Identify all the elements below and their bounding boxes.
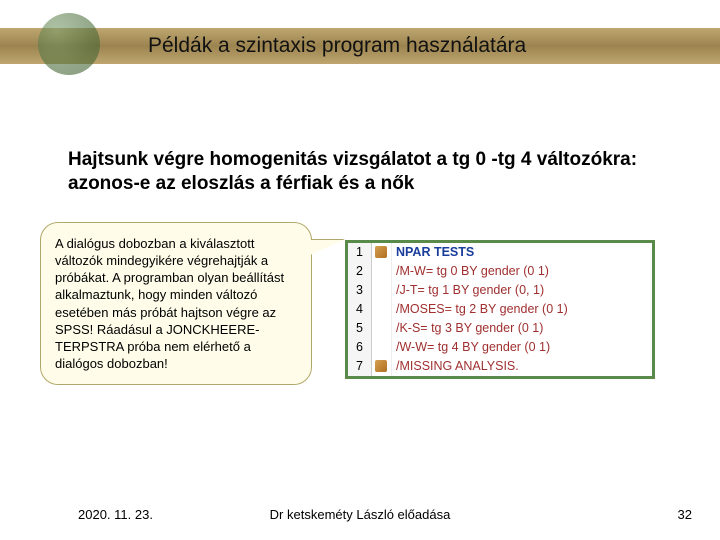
callout-tail xyxy=(308,240,344,258)
footer-page-number: 32 xyxy=(678,507,692,522)
line-number-gutter: 1 2 3 4 5 6 7 xyxy=(348,243,372,376)
line-number: 3 xyxy=(348,281,371,300)
code-line: NPAR TESTS xyxy=(396,243,652,262)
line-number: 6 xyxy=(348,338,371,357)
icon-gutter xyxy=(372,243,392,376)
title-bar: Példák a szintaxis program használatára xyxy=(0,28,720,64)
slide-title: Példák a szintaxis program használatára xyxy=(148,34,526,58)
command: /W-W= tg 4 BY gender (0 1) xyxy=(396,340,550,354)
line-number: 2 xyxy=(348,262,371,281)
command-end-icon xyxy=(375,360,387,372)
command: /K-S= tg 3 BY gender (0 1) xyxy=(396,321,543,335)
slide-subtitle: Hajtsunk végre homogenitás vizsgálatot a… xyxy=(68,148,660,196)
code-line: /M-W= tg 0 BY gender (0 1) xyxy=(396,262,652,281)
line-number: 7 xyxy=(348,357,371,376)
line-number: 5 xyxy=(348,319,371,338)
keyword: NPAR TESTS xyxy=(396,245,474,259)
command: /MOSES= tg 2 BY gender (0 1) xyxy=(396,302,568,316)
code-line: /MOSES= tg 2 BY gender (0 1) xyxy=(396,300,652,319)
code-line: /K-S= tg 3 BY gender (0 1) xyxy=(396,319,652,338)
code-line: /W-W= tg 4 BY gender (0 1) xyxy=(396,338,652,357)
command: /M-W= tg 0 BY gender (0 1) xyxy=(396,264,549,278)
syntax-code-panel: 1 2 3 4 5 6 7 NPAR TESTS /M-W= tg 0 BY g… xyxy=(345,240,655,379)
command: /MISSING ANALYSIS. xyxy=(396,359,519,373)
command: /J-T= tg 1 BY gender (0, 1) xyxy=(396,283,544,297)
callout-box: A dialógus dobozban a kiválasztott válto… xyxy=(40,222,312,385)
line-number: 4 xyxy=(348,300,371,319)
command-start-icon xyxy=(375,246,387,258)
code-body: NPAR TESTS /M-W= tg 0 BY gender (0 1) /J… xyxy=(392,243,652,376)
footer-author: Dr ketskeméty László előadása xyxy=(0,507,720,522)
line-number: 1 xyxy=(348,243,371,262)
code-line: /MISSING ANALYSIS. xyxy=(396,357,652,376)
code-line: /J-T= tg 1 BY gender (0, 1) xyxy=(396,281,652,300)
